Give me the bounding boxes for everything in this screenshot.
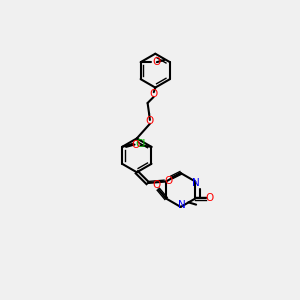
- Text: O: O: [205, 194, 213, 203]
- Text: O: O: [153, 180, 161, 190]
- Text: O: O: [152, 57, 160, 67]
- Text: N: N: [192, 178, 200, 188]
- Text: O: O: [150, 89, 158, 99]
- Text: Cl: Cl: [135, 139, 146, 149]
- Text: O: O: [146, 116, 154, 126]
- Text: O: O: [164, 176, 172, 186]
- Text: N: N: [178, 200, 185, 210]
- Text: O: O: [131, 140, 139, 150]
